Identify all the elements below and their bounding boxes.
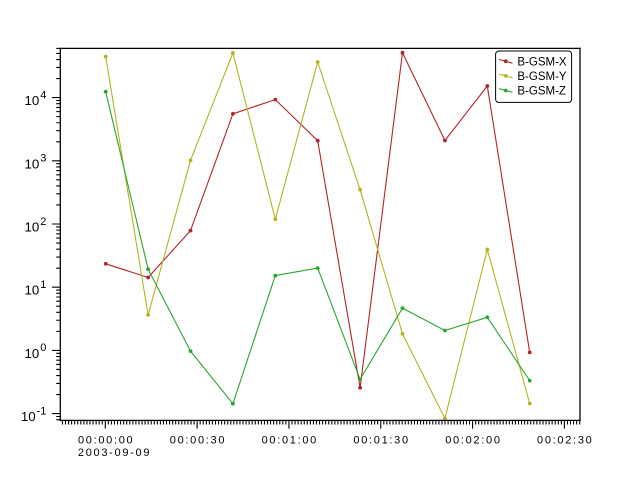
svg-text:0: 0 (40, 342, 46, 354)
svg-text:2003-09-09: 2003-09-09 (78, 447, 151, 459)
svg-text:00:01:30: 00:01:30 (353, 435, 409, 447)
svg-text:10: 10 (24, 283, 39, 298)
svg-text:4: 4 (40, 89, 46, 101)
svg-text:2: 2 (40, 216, 46, 228)
svg-text:10: 10 (24, 93, 39, 108)
svg-text:10: 10 (24, 346, 39, 361)
svg-text:B-GSM-Z: B-GSM-Z (517, 86, 566, 98)
svg-text:-1: -1 (37, 405, 47, 417)
svg-text:00:00:00: 00:00:00 (78, 435, 134, 447)
svg-text:00:01:00: 00:01:00 (262, 435, 318, 447)
svg-text:10: 10 (24, 220, 39, 235)
svg-text:00:02:00: 00:02:00 (445, 435, 501, 447)
svg-text:B-GSM-X: B-GSM-X (517, 56, 567, 68)
svg-text:10: 10 (24, 156, 39, 171)
svg-text:00:00:30: 00:00:30 (170, 435, 226, 447)
svg-text:B-GSM-Y: B-GSM-Y (517, 71, 567, 83)
svg-text:3: 3 (40, 153, 46, 165)
svg-text:10: 10 (21, 409, 36, 424)
svg-text:1: 1 (40, 279, 46, 291)
svg-text:00:02:30: 00:02:30 (537, 435, 593, 447)
